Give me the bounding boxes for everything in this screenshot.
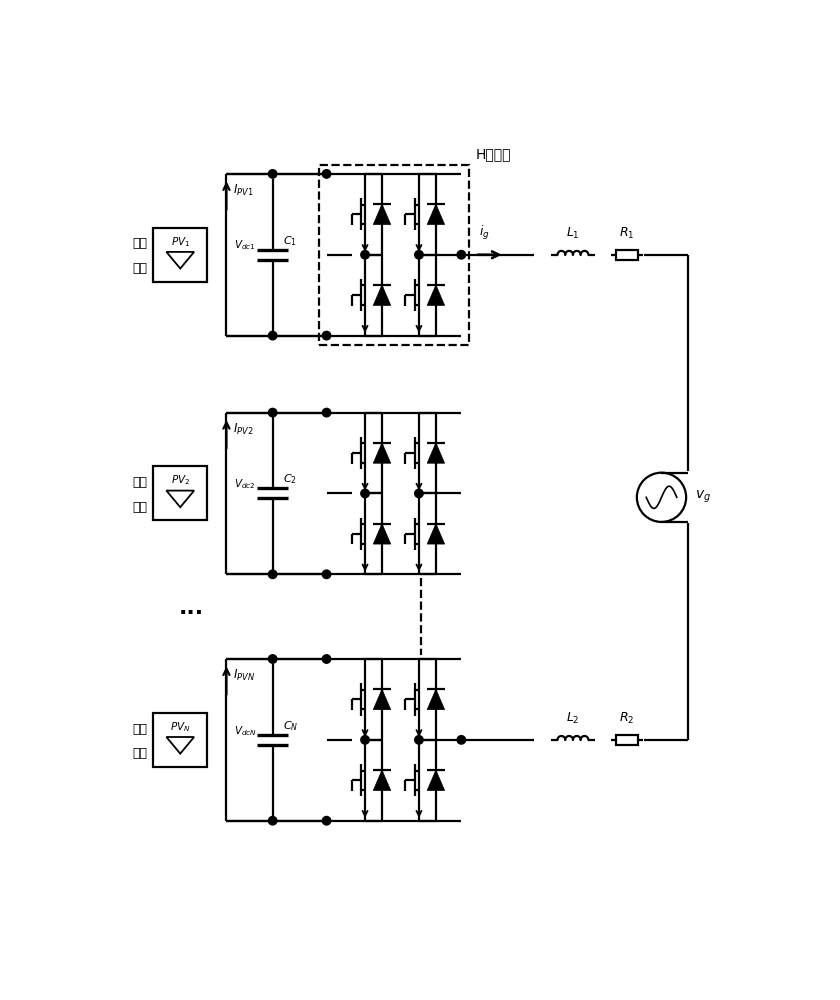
Circle shape (269, 170, 277, 178)
Polygon shape (373, 285, 391, 305)
Circle shape (323, 655, 331, 663)
Text: $PV_2$: $PV_2$ (171, 473, 190, 487)
Circle shape (323, 816, 331, 825)
Polygon shape (373, 443, 391, 463)
Text: $R_1$: $R_1$ (619, 226, 634, 241)
Polygon shape (373, 204, 391, 225)
Circle shape (269, 331, 277, 340)
Text: $V_{dc2}$: $V_{dc2}$ (234, 477, 255, 491)
Circle shape (323, 408, 331, 417)
Bar (154, 228, 207, 282)
Bar (319, 165, 469, 345)
Circle shape (323, 170, 331, 178)
Circle shape (361, 736, 370, 744)
Text: ···: ··· (179, 603, 204, 623)
Circle shape (361, 489, 370, 498)
Text: 组件: 组件 (133, 262, 148, 275)
Text: $I_{PVN}$: $I_{PVN}$ (234, 668, 255, 683)
Circle shape (415, 251, 423, 259)
Text: $i_g$: $i_g$ (479, 224, 490, 242)
Circle shape (457, 251, 465, 259)
Text: 组件: 组件 (133, 501, 148, 514)
Text: $C_2$: $C_2$ (282, 473, 297, 486)
Circle shape (457, 736, 465, 744)
Text: 光伏: 光伏 (133, 237, 148, 250)
Bar (616, 250, 638, 260)
Text: $V_{dcN}$: $V_{dcN}$ (234, 724, 257, 738)
Polygon shape (428, 443, 444, 463)
Text: $PV_1$: $PV_1$ (171, 235, 190, 249)
Polygon shape (428, 204, 444, 225)
Polygon shape (428, 285, 444, 305)
Circle shape (361, 251, 370, 259)
Circle shape (269, 655, 277, 663)
Circle shape (323, 331, 331, 340)
Text: $v_g$: $v_g$ (696, 489, 711, 505)
Circle shape (415, 489, 423, 498)
Polygon shape (373, 524, 391, 544)
Text: $L_1$: $L_1$ (566, 226, 580, 241)
Text: $C_1$: $C_1$ (282, 234, 297, 248)
Text: $PV_N$: $PV_N$ (170, 720, 191, 734)
Bar (154, 713, 207, 767)
Polygon shape (373, 689, 391, 710)
Circle shape (269, 408, 277, 417)
Text: H桥单元: H桥单元 (475, 147, 511, 161)
Circle shape (415, 736, 423, 744)
Polygon shape (428, 770, 444, 790)
Text: $R_2$: $R_2$ (619, 711, 634, 726)
Polygon shape (373, 770, 391, 790)
Text: $I_{PV1}$: $I_{PV1}$ (234, 183, 254, 198)
Text: 光伏: 光伏 (133, 476, 148, 489)
Text: 组件: 组件 (133, 747, 148, 760)
Polygon shape (428, 524, 444, 544)
Text: $C_N$: $C_N$ (282, 719, 298, 733)
Polygon shape (428, 689, 444, 710)
Text: $I_{PV2}$: $I_{PV2}$ (234, 422, 254, 437)
Circle shape (269, 816, 277, 825)
Text: $L_2$: $L_2$ (566, 711, 580, 726)
Bar (616, 735, 638, 745)
Circle shape (269, 570, 277, 579)
Text: 光伏: 光伏 (133, 723, 148, 736)
Circle shape (323, 570, 331, 579)
Text: $V_{dc1}$: $V_{dc1}$ (234, 239, 256, 252)
Bar (154, 466, 207, 520)
